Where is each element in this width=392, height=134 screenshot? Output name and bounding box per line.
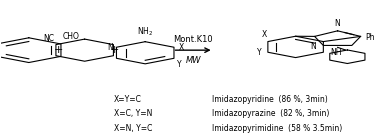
Text: Imidazopyrazine  (82 %, 3min): Imidazopyrazine (82 %, 3min)	[212, 109, 329, 118]
Text: NH$_2$: NH$_2$	[137, 26, 153, 38]
Text: X: X	[261, 30, 267, 39]
Text: Imidazopyridine  (86 %, 3min): Imidazopyridine (86 %, 3min)	[212, 95, 327, 104]
Text: X=C, Y=N: X=C, Y=N	[114, 109, 152, 118]
Text: N: N	[335, 19, 341, 28]
Text: X=Y=C: X=Y=C	[114, 95, 142, 104]
Text: X=N, Y=C: X=N, Y=C	[114, 124, 152, 133]
Text: NH: NH	[330, 48, 341, 57]
Text: MW: MW	[185, 56, 201, 65]
Text: Ph: Ph	[366, 33, 375, 42]
Text: Y: Y	[258, 48, 262, 57]
Text: Mont.K10: Mont.K10	[173, 35, 213, 44]
Text: X: X	[179, 43, 184, 52]
Text: Y: Y	[177, 60, 182, 69]
Text: N: N	[107, 43, 113, 52]
Text: CHO: CHO	[63, 32, 80, 41]
Text: N: N	[310, 42, 316, 51]
Text: +: +	[109, 45, 119, 55]
Text: Imidazopyrimidine  (58 % 3.5min): Imidazopyrimidine (58 % 3.5min)	[212, 124, 342, 133]
Text: +: +	[54, 45, 63, 55]
Text: NC: NC	[43, 34, 54, 43]
